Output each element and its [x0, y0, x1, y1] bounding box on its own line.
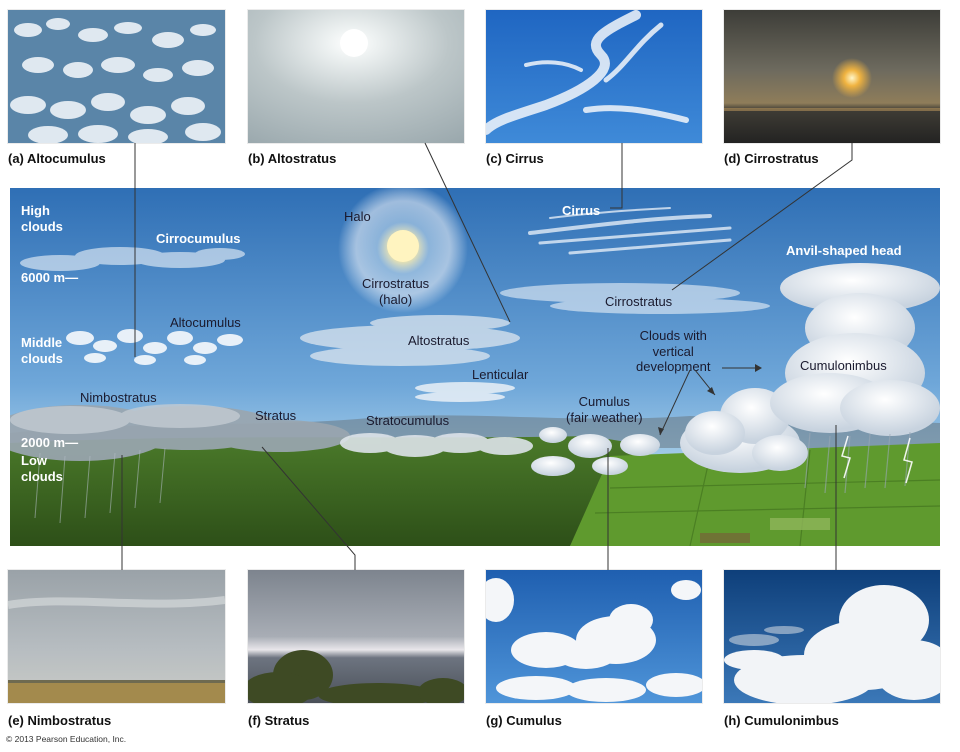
label-altocumulus: Altocumulus — [170, 315, 241, 330]
label-altitude-2000: 2000 m— — [21, 435, 79, 450]
label-altitude-6000: 6000 m— — [21, 270, 79, 285]
caption-altocumulus: (a) Altocumulus — [8, 151, 106, 166]
photo-cumulonimbus — [724, 570, 940, 703]
caption-stratus: (f) Stratus — [248, 713, 310, 728]
photo-nimbostratus — [8, 570, 225, 703]
label-nimbostratus: Nimbostratus — [80, 390, 157, 405]
caption-cumulonimbus: (h) Cumulonimbus — [724, 713, 839, 728]
label-cumulonimbus: Cumulonimbus — [800, 358, 887, 373]
photo-stratus — [248, 570, 464, 703]
label-low-clouds: Low clouds — [21, 453, 63, 484]
caption-cirrostratus: (d) Cirrostratus — [724, 151, 819, 166]
caption-nimbostratus: (e) Nimbostratus — [8, 713, 112, 728]
caption-cirrus: (c) Cirrus — [486, 151, 544, 166]
label-middle-clouds: Middle clouds — [21, 335, 63, 366]
label-lenticular: Lenticular — [472, 367, 529, 382]
photo-cumulus — [486, 570, 702, 703]
label-stratus: Stratus — [255, 408, 297, 423]
photo-altocumulus — [8, 10, 225, 143]
cloud-types-diagram: High clouds 6000 m— Middle clouds 2000 m… — [10, 188, 940, 546]
label-cirrostratus-halo: Cirrostratus (halo) — [362, 276, 430, 307]
label-cirrocumulus: Cirrocumulus — [156, 231, 241, 246]
label-vertical-development: Clouds with vertical development — [636, 328, 711, 375]
label-high-clouds: High clouds — [21, 203, 63, 234]
label-cirrostratus: Cirrostratus — [605, 294, 673, 309]
label-anvil-shaped-head: Anvil-shaped head — [786, 243, 902, 258]
label-halo: Halo — [344, 209, 371, 224]
label-altostratus: Altostratus — [408, 333, 470, 348]
caption-cumulus: (g) Cumulus — [486, 713, 562, 728]
photo-cirrus — [486, 10, 702, 143]
copyright-notice: © 2013 Pearson Education, Inc. — [6, 734, 127, 744]
label-cumulus-fair-weather: Cumulus (fair weather) — [566, 394, 643, 425]
caption-altostratus: (b) Altostratus — [248, 151, 337, 166]
photo-altostratus — [248, 10, 464, 143]
label-cirrus: Cirrus — [562, 203, 601, 218]
photo-cirrostratus — [724, 10, 940, 143]
label-stratocumulus: Stratocumulus — [366, 413, 450, 428]
